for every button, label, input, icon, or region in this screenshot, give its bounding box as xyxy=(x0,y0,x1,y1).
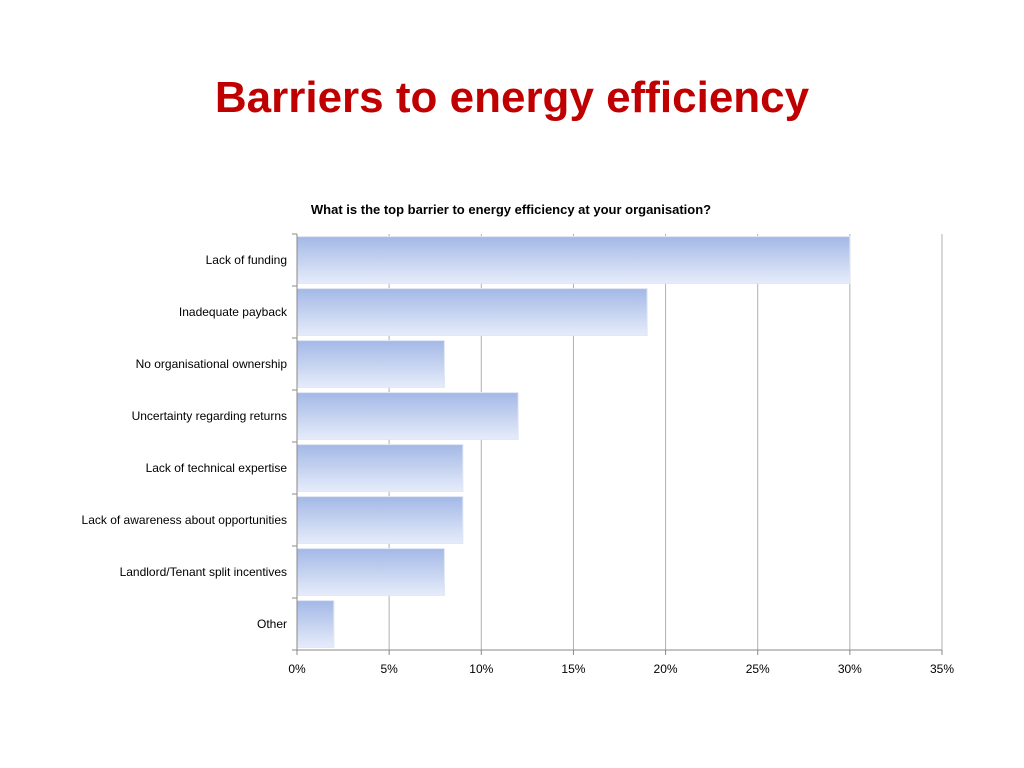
bar xyxy=(296,288,648,336)
x-tick-label: 5% xyxy=(380,662,398,676)
category-label: No organisational ownership xyxy=(136,357,288,371)
bar xyxy=(296,496,464,544)
axis-layer xyxy=(292,233,943,655)
bar xyxy=(296,600,335,648)
category-label: Inadequate payback xyxy=(179,305,288,319)
bar-layer xyxy=(296,236,851,648)
slide-title: Barriers to energy efficiency xyxy=(214,73,810,122)
x-tick-label: 20% xyxy=(654,662,678,676)
bar xyxy=(296,548,445,596)
category-label: Lack of funding xyxy=(206,253,287,267)
category-label: Lack of awareness about opportunities xyxy=(82,513,287,527)
bar xyxy=(296,340,445,388)
chart-title: What is the top barrier to energy effici… xyxy=(311,202,711,217)
x-tick-label: 35% xyxy=(930,662,954,676)
x-tick-label: 15% xyxy=(561,662,585,676)
category-label: Lack of technical expertise xyxy=(146,461,288,475)
label-layer: 0% 5% 10% 15% 20% 25% 30% 35% Lack of funding Ina… xyxy=(82,253,955,676)
bar xyxy=(296,392,519,440)
bar xyxy=(296,444,464,492)
bar xyxy=(296,236,851,284)
category-label: Other xyxy=(257,617,287,631)
category-label: Landlord/Tenant split incentives xyxy=(120,565,287,579)
x-tick-label: 25% xyxy=(746,662,770,676)
x-tick-label: 30% xyxy=(838,662,862,676)
x-tick-label: 0% xyxy=(288,662,306,676)
x-tick-label: 10% xyxy=(469,662,493,676)
category-label: Uncertainty regarding returns xyxy=(132,409,287,423)
